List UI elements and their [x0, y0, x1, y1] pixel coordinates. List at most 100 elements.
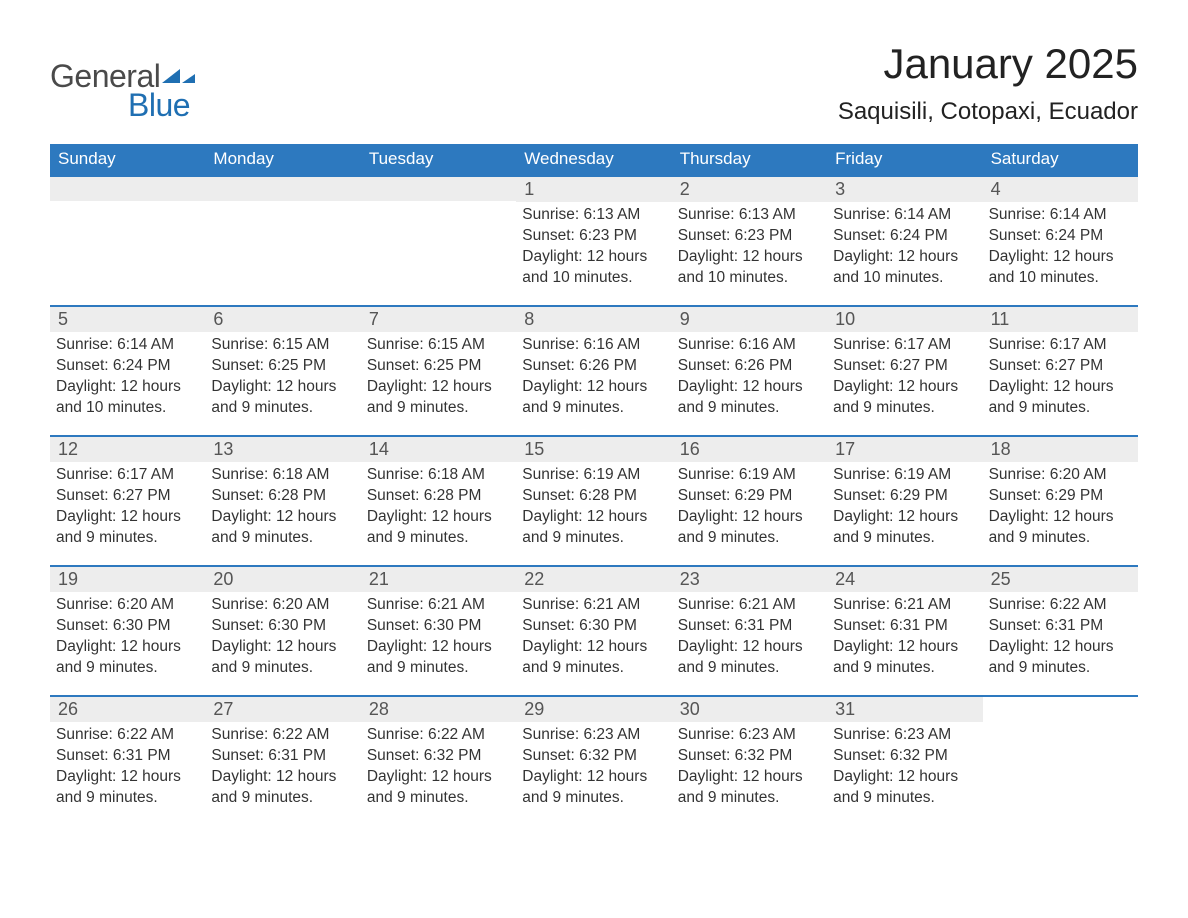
day-detail: Sunrise: 6:21 AMSunset: 6:31 PMDaylight:… — [678, 595, 821, 679]
sunrise-line: Sunrise: 6:17 AM — [56, 465, 199, 486]
day-detail: Sunrise: 6:21 AMSunset: 6:30 PMDaylight:… — [522, 595, 665, 679]
sunset-line: Sunset: 6:27 PM — [989, 356, 1132, 377]
daylight-line: Daylight: 12 hours and 9 minutes. — [833, 637, 976, 679]
day-detail: Sunrise: 6:13 AMSunset: 6:23 PMDaylight:… — [678, 205, 821, 289]
day-number-bar: 2 — [672, 177, 827, 202]
day-of-week-header: SundayMondayTuesdayWednesdayThursdayFrid… — [50, 144, 1138, 175]
sunrise-line: Sunrise: 6:21 AM — [833, 595, 976, 616]
day-number-bar: 18 — [983, 437, 1138, 462]
day-number: 21 — [369, 569, 389, 589]
day-number-bar: 20 — [205, 567, 360, 592]
sunrise-line: Sunrise: 6:22 AM — [56, 725, 199, 746]
sunset-line: Sunset: 6:24 PM — [989, 226, 1132, 247]
day-number-bar: 4 — [983, 177, 1138, 202]
sunrise-line: Sunrise: 6:22 AM — [367, 725, 510, 746]
week-row: 1Sunrise: 6:13 AMSunset: 6:23 PMDaylight… — [50, 175, 1138, 305]
sunrise-line: Sunrise: 6:23 AM — [678, 725, 821, 746]
day-number: 30 — [680, 699, 700, 719]
day-detail: Sunrise: 6:13 AMSunset: 6:23 PMDaylight:… — [522, 205, 665, 289]
daylight-line: Daylight: 12 hours and 9 minutes. — [522, 377, 665, 419]
day-number-bar: 29 — [516, 697, 671, 722]
logo-triangle-icon — [162, 65, 196, 90]
day-number-bar: 3 — [827, 177, 982, 202]
daylight-line: Daylight: 12 hours and 9 minutes. — [678, 507, 821, 549]
day-cell: 2 Sunrise: 6:13 AMSunset: 6:23 PMDaylight… — [672, 177, 827, 305]
empty-day-bar — [50, 177, 205, 201]
day-number: 4 — [991, 179, 1001, 199]
sunrise-line: Sunrise: 6:17 AM — [833, 335, 976, 356]
daylight-line: Daylight: 12 hours and 9 minutes. — [989, 637, 1132, 679]
daylight-line: Daylight: 12 hours and 9 minutes. — [211, 377, 354, 419]
day-cell: 7Sunrise: 6:15 AMSunset: 6:25 PMDaylight… — [361, 307, 516, 435]
day-cell: 13Sunrise: 6:18 AMSunset: 6:28 PMDayligh… — [205, 437, 360, 565]
day-cell: 5Sunrise: 6:14 AMSunset: 6:24 PMDaylight… — [50, 307, 205, 435]
day-number: 23 — [680, 569, 700, 589]
sunrise-line: Sunrise: 6:13 AM — [522, 205, 665, 226]
day-number: 10 — [835, 309, 855, 329]
day-number-bar: 6 — [205, 307, 360, 332]
sunrise-line: Sunrise: 6:15 AM — [367, 335, 510, 356]
daylight-line: Daylight: 12 hours and 10 minutes. — [522, 247, 665, 289]
daylight-line: Daylight: 12 hours and 10 minutes. — [56, 377, 199, 419]
day-number-bar: 26 — [50, 697, 205, 722]
day-detail: Sunrise: 6:20 AMSunset: 6:29 PMDaylight:… — [989, 465, 1132, 549]
day-number: 13 — [213, 439, 233, 459]
day-detail: Sunrise: 6:23 AMSunset: 6:32 PMDaylight:… — [678, 725, 821, 809]
day-detail: Sunrise: 6:18 AMSunset: 6:28 PMDaylight:… — [367, 465, 510, 549]
day-number-bar: 15 — [516, 437, 671, 462]
sunset-line: Sunset: 6:28 PM — [367, 486, 510, 507]
daylight-line: Daylight: 12 hours and 10 minutes. — [833, 247, 976, 289]
day-cell — [205, 177, 360, 305]
day-detail: Sunrise: 6:22 AMSunset: 6:32 PMDaylight:… — [367, 725, 510, 809]
logo-text-blue: Blue — [128, 87, 190, 124]
sunrise-line: Sunrise: 6:23 AM — [522, 725, 665, 746]
daylight-line: Daylight: 12 hours and 9 minutes. — [367, 767, 510, 809]
daylight-line: Daylight: 12 hours and 9 minutes. — [367, 507, 510, 549]
day-detail: Sunrise: 6:23 AMSunset: 6:32 PMDaylight:… — [833, 725, 976, 809]
sunset-line: Sunset: 6:29 PM — [833, 486, 976, 507]
day-number-bar: 22 — [516, 567, 671, 592]
sunrise-line: Sunrise: 6:21 AM — [678, 595, 821, 616]
sunrise-line: Sunrise: 6:20 AM — [989, 465, 1132, 486]
day-cell: 20Sunrise: 6:20 AMSunset: 6:30 PMDayligh… — [205, 567, 360, 695]
week-row: 19Sunrise: 6:20 AMSunset: 6:30 PMDayligh… — [50, 565, 1138, 695]
day-detail: Sunrise: 6:14 AMSunset: 6:24 PMDaylight:… — [989, 205, 1132, 289]
day-cell: 27Sunrise: 6:22 AMSunset: 6:31 PMDayligh… — [205, 697, 360, 825]
daylight-line: Daylight: 12 hours and 10 minutes. — [678, 247, 821, 289]
day-number-bar: 25 — [983, 567, 1138, 592]
sunset-line: Sunset: 6:32 PM — [522, 746, 665, 767]
day-cell: 6Sunrise: 6:15 AMSunset: 6:25 PMDaylight… — [205, 307, 360, 435]
day-cell: 18 Sunrise: 6:20 AMSunset: 6:29 PMDayligh… — [983, 437, 1138, 565]
day-cell: 14Sunrise: 6:18 AMSunset: 6:28 PMDayligh… — [361, 437, 516, 565]
daylight-line: Daylight: 12 hours and 9 minutes. — [211, 767, 354, 809]
day-number-bar: 28 — [361, 697, 516, 722]
title-block: January 2025 Saquisili, Cotopaxi, Ecuado… — [838, 40, 1138, 140]
day-of-week-cell: Friday — [827, 144, 982, 175]
generalblue-logo: General Blue — [50, 40, 196, 124]
sunrise-line: Sunrise: 6:21 AM — [522, 595, 665, 616]
day-detail: Sunrise: 6:23 AMSunset: 6:32 PMDaylight:… — [522, 725, 665, 809]
sunrise-line: Sunrise: 6:17 AM — [989, 335, 1132, 356]
sunset-line: Sunset: 6:26 PM — [522, 356, 665, 377]
daylight-line: Daylight: 12 hours and 9 minutes. — [211, 637, 354, 679]
day-detail: Sunrise: 6:16 AMSunset: 6:26 PMDaylight:… — [678, 335, 821, 419]
day-number-bar: 9 — [672, 307, 827, 332]
day-detail: Sunrise: 6:17 AMSunset: 6:27 PMDaylight:… — [56, 465, 199, 549]
empty-day-bar — [205, 177, 360, 201]
day-of-week-cell: Sunday — [50, 144, 205, 175]
daylight-line: Daylight: 12 hours and 9 minutes. — [833, 507, 976, 549]
day-number: 29 — [524, 699, 544, 719]
sunrise-line: Sunrise: 6:16 AM — [522, 335, 665, 356]
day-number-bar: 24 — [827, 567, 982, 592]
day-cell: 30 Sunrise: 6:23 AMSunset: 6:32 PMDayligh… — [672, 697, 827, 825]
week-row: 12Sunrise: 6:17 AMSunset: 6:27 PMDayligh… — [50, 435, 1138, 565]
daylight-line: Daylight: 12 hours and 9 minutes. — [678, 767, 821, 809]
sunrise-line: Sunrise: 6:19 AM — [522, 465, 665, 486]
day-number: 25 — [991, 569, 1011, 589]
day-cell: 9 Sunrise: 6:16 AMSunset: 6:26 PMDaylight… — [672, 307, 827, 435]
day-number: 8 — [524, 309, 534, 329]
daylight-line: Daylight: 12 hours and 9 minutes. — [678, 377, 821, 419]
day-number: 11 — [991, 309, 1010, 329]
day-cell: 24Sunrise: 6:21 AMSunset: 6:31 PMDayligh… — [827, 567, 982, 695]
day-cell: 15Sunrise: 6:19 AMSunset: 6:28 PMDayligh… — [516, 437, 671, 565]
